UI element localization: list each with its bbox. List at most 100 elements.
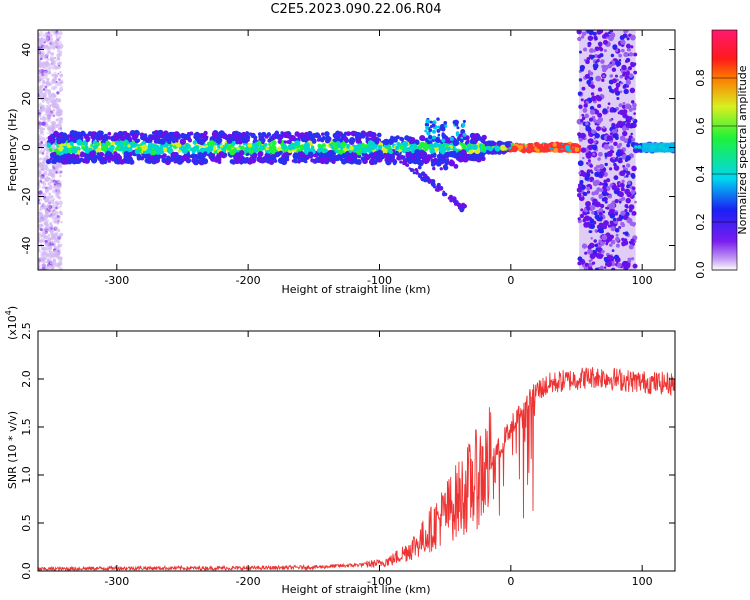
spectrogram-point (615, 60, 622, 67)
spectrogram-point (252, 152, 258, 158)
spectrogram-point (621, 179, 625, 184)
spectrogram-point (38, 264, 41, 268)
spectrogram-point (293, 159, 298, 164)
spectrogram-point (53, 213, 57, 217)
spectrogram-point (439, 147, 446, 155)
spectrogram-point (595, 75, 602, 82)
spectrogram-point (628, 204, 635, 210)
spectrogram-point (185, 133, 191, 140)
colorbar-ticks: 0.0 0.2 0.4 0.6 0.8 (694, 69, 737, 279)
spectrogram-point (601, 182, 604, 186)
spectrogram-point (92, 140, 98, 145)
spectrogram-point (443, 120, 448, 125)
spectrogram-point (405, 163, 410, 167)
spectrogram-point (41, 261, 44, 264)
spectrogram-point (52, 46, 56, 50)
spectrogram-point (38, 133, 41, 138)
spectrogram-point (433, 157, 438, 161)
spectrogram-point (582, 107, 588, 113)
spectrogram-point (39, 211, 42, 214)
spectrogram-point (591, 54, 595, 59)
spectrogram-point (439, 145, 443, 150)
spectrogram-point (59, 120, 63, 124)
spectrogram-point (612, 108, 617, 113)
spectrogram-point (631, 118, 635, 122)
spectrogram-point (59, 73, 64, 78)
spectrogram-point (49, 138, 56, 144)
spectrogram-point (132, 143, 138, 148)
spectrogram-point (603, 225, 608, 230)
spectrogram-point (626, 127, 630, 131)
spectrogram-point (119, 159, 125, 165)
spectrogram-marks (38, 30, 675, 270)
spectrogram-point (51, 243, 55, 246)
spectrogram-point (631, 210, 637, 216)
colorbar-tick-label: 0.4 (694, 165, 707, 183)
spectrogram-xtick-label: -300 (104, 274, 129, 287)
spectrogram-point (395, 145, 400, 150)
spectrogram-point (628, 139, 632, 143)
spectrogram-point (38, 245, 40, 248)
spectrogram-point (626, 163, 631, 168)
spectrogram-point (52, 171, 56, 175)
spectrogram-point (634, 200, 637, 204)
spectrogram-point (592, 118, 597, 123)
spectrogram-point (594, 133, 600, 139)
spectrogram-point (632, 62, 636, 67)
spectrogram-point (38, 144, 41, 148)
spectrogram-point (587, 130, 592, 135)
spectrogram-point (606, 135, 613, 142)
spectrogram-point (481, 134, 487, 141)
spectrogram-point (425, 125, 429, 130)
spectrogram-point (625, 197, 631, 204)
spectrogram-point (593, 239, 597, 243)
spectrogram-point (58, 61, 63, 65)
spectrogram-point (614, 135, 619, 140)
spectrogram-point (52, 114, 56, 117)
spectrogram-point (585, 59, 590, 65)
spectrogram-point (175, 136, 179, 141)
spectrogram-point (288, 135, 294, 141)
spectrogram-point (602, 210, 606, 214)
spectrogram-point (277, 139, 282, 144)
spectrogram-point (614, 227, 620, 233)
spectrogram-point (462, 203, 467, 209)
spectrogram-point (441, 127, 446, 132)
spectrogram-point (166, 146, 173, 154)
spectrogram-point (625, 211, 630, 216)
spectrogram-point (60, 129, 63, 132)
spectrogram-point (616, 96, 620, 101)
spectrogram-point (597, 54, 602, 59)
spectrogram-point (159, 154, 164, 159)
spectrogram-point (594, 122, 598, 126)
spectrogram-point (364, 132, 370, 138)
spectrogram-point (192, 158, 200, 166)
spectrogram-point (49, 241, 53, 246)
spectrogram-point (598, 239, 602, 243)
spectrogram-point (55, 171, 58, 174)
spectrogram-point (603, 179, 608, 184)
spectrogram-point (265, 147, 269, 151)
spectrogram-point (54, 74, 58, 78)
spectrogram-point (49, 224, 52, 227)
spectrogram-point (436, 129, 441, 133)
spectrogram-point (310, 145, 314, 149)
spectrogram-point (141, 144, 148, 151)
spectrogram-point (478, 152, 485, 159)
spectrogram-point (441, 191, 447, 197)
spectrogram-point (582, 156, 585, 160)
spectrogram-point (56, 239, 61, 244)
spectrogram-point (59, 124, 62, 127)
spectrogram-ytick-label: -40 (20, 237, 33, 255)
spectrogram-point (134, 148, 140, 155)
spectrogram-point (72, 132, 78, 138)
spectrogram-point (43, 70, 48, 76)
spectrogram-point (56, 254, 59, 258)
spectrogram-point (125, 135, 130, 140)
spectrogram-point (577, 261, 582, 266)
spectrogram-point (579, 213, 585, 219)
spectrogram-point (51, 67, 55, 70)
snr-plot-area (38, 331, 675, 571)
spectrogram-point (60, 243, 63, 246)
